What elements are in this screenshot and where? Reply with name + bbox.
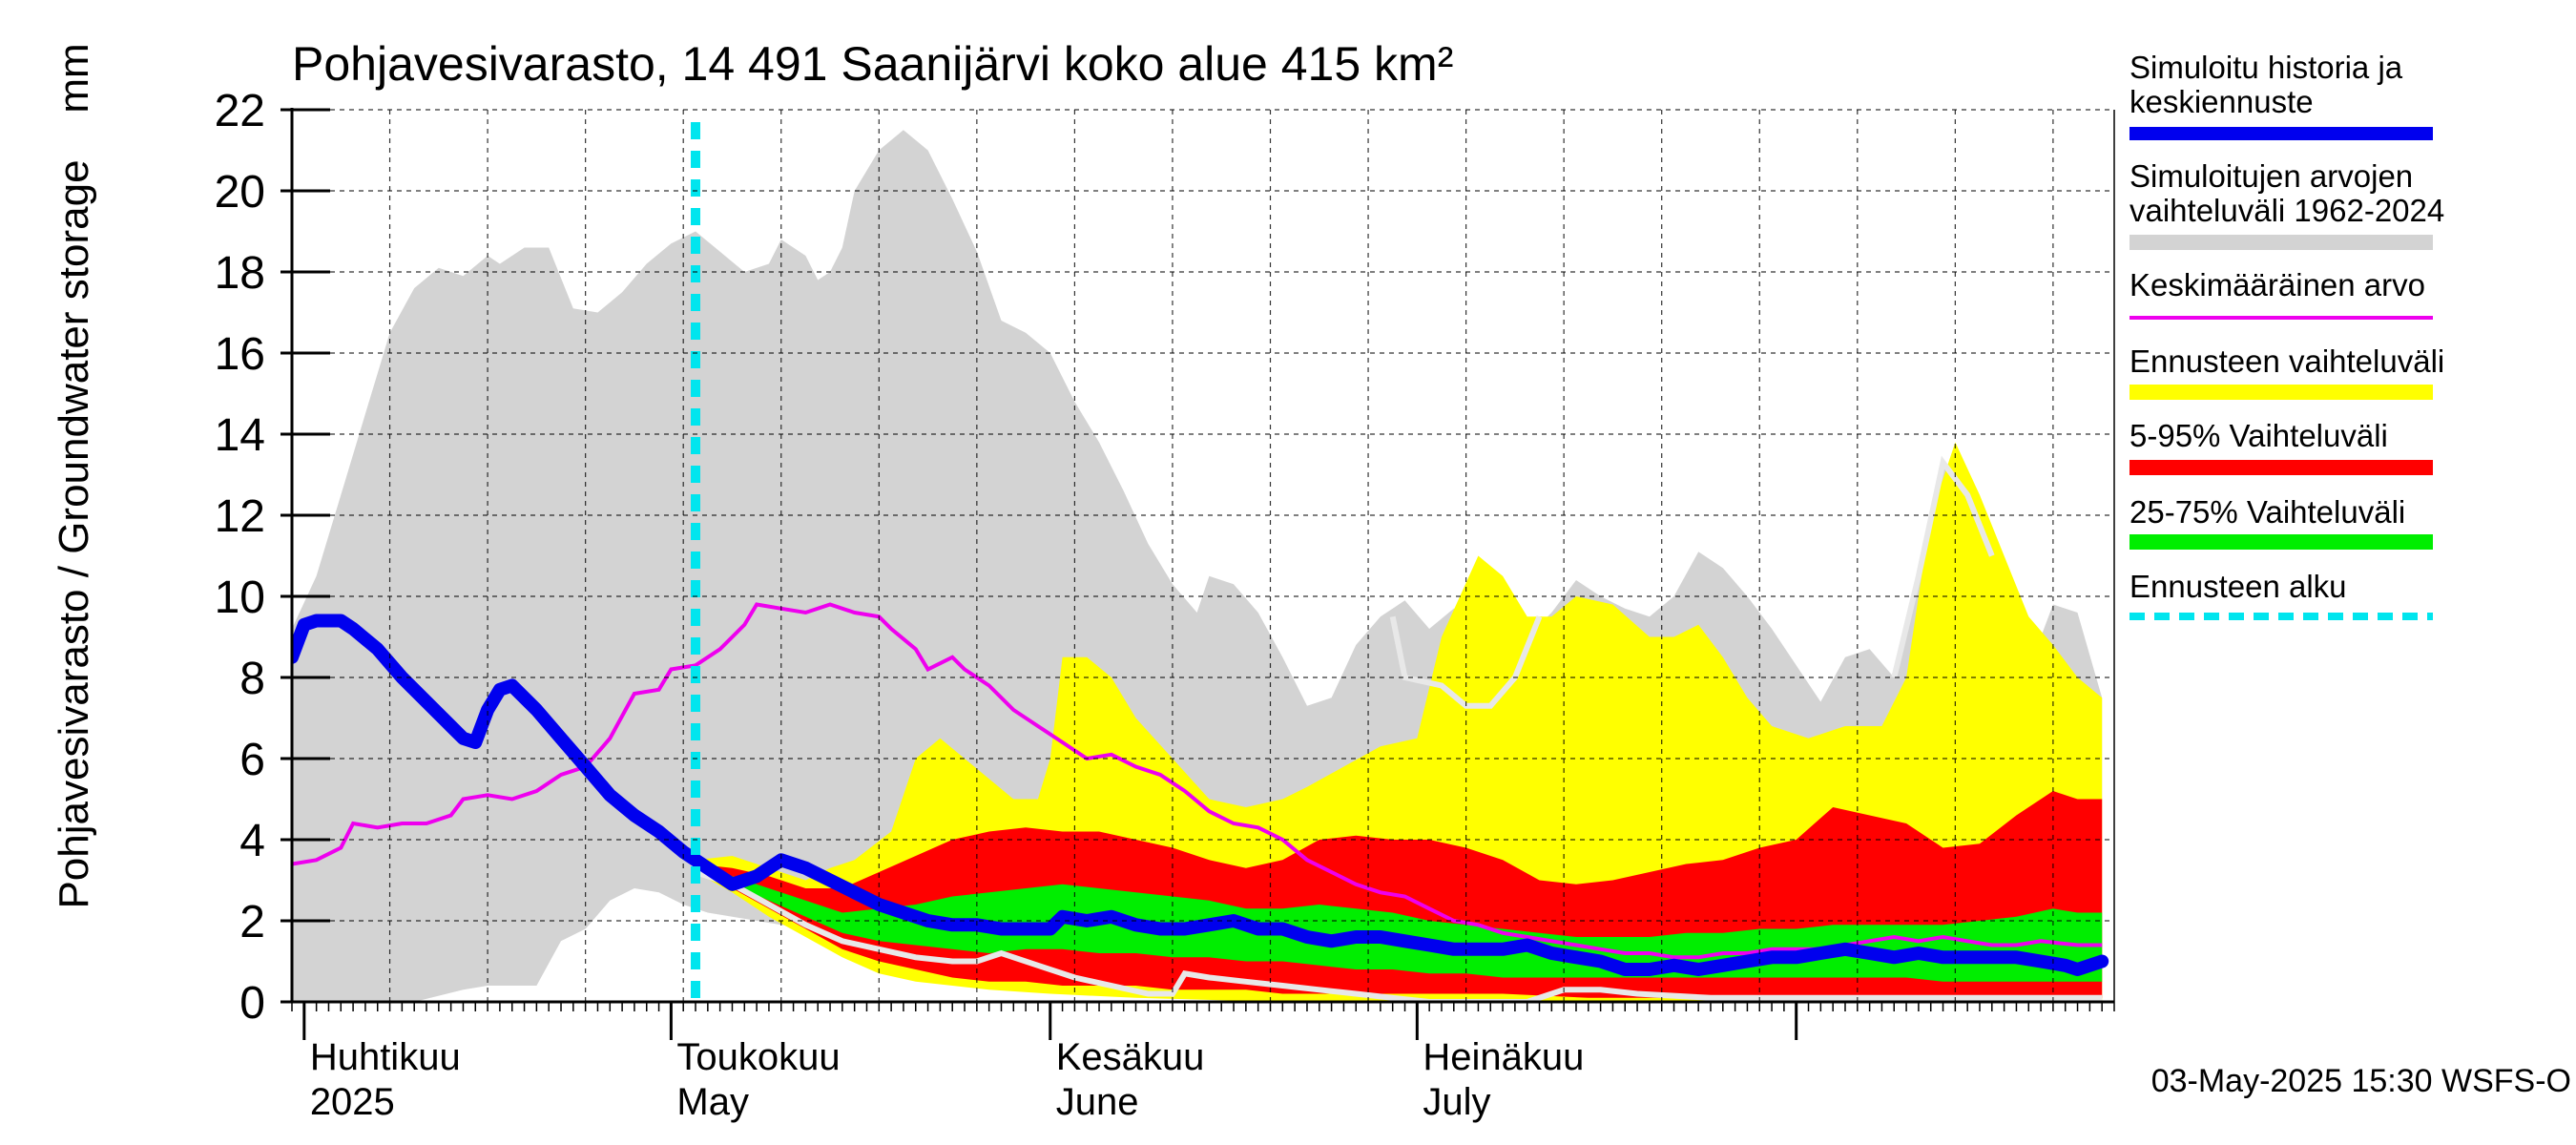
- y-tick-label: 2: [239, 897, 265, 947]
- x-month-sublabel: July: [1423, 1081, 1490, 1123]
- y-tick-label: 20: [215, 167, 265, 218]
- y-tick-label: 16: [215, 329, 265, 380]
- x-month-label: Toukokuu: [676, 1036, 840, 1078]
- legend-label-p25_75: 25-75% Vaihteluväli: [2129, 494, 2405, 530]
- x-month-label: Kesäkuu: [1056, 1036, 1205, 1078]
- y-tick-label: 14: [215, 410, 265, 461]
- grid: [292, 109, 2114, 1002]
- y-tick-label: 12: [215, 491, 265, 542]
- y-axis-unit: mm: [51, 43, 97, 113]
- legend-label-history: keskiennuste: [2129, 84, 2314, 119]
- x-month-sublabel: June: [1056, 1081, 1139, 1123]
- chart-title: Pohjavesivarasto, 14 491 Saanijärvi koko…: [292, 37, 1453, 91]
- x-month-sublabel: May: [676, 1081, 749, 1123]
- y-tick-label: 22: [215, 86, 265, 136]
- x-month-sublabel: 2025: [310, 1081, 395, 1123]
- y-tick-label: 8: [239, 654, 265, 704]
- legend-label-range: vaihteluväli 1962-2024: [2129, 193, 2444, 228]
- plot-area: [292, 122, 2109, 1002]
- legend-label-p5_95: 5-95% Vaihteluväli: [2129, 418, 2388, 453]
- legend-label-mean: Keskimääräinen arvo: [2129, 267, 2425, 302]
- history-forecast-line: [292, 614, 2109, 976]
- legend-label-history: Simuloitu historia ja: [2129, 50, 2403, 85]
- y-tick-label: 4: [239, 816, 265, 866]
- y-tick-label: 6: [239, 735, 265, 785]
- min-scenario-line: [695, 869, 2103, 1002]
- legend-label-forecast_range: Ennusteen vaihteluväli: [2129, 344, 2444, 379]
- x-month-label: Heinäkuu: [1423, 1036, 1584, 1078]
- legend-label-range: Simuloitujen arvojen: [2129, 158, 2413, 194]
- x-month-label: Huhtikuu: [310, 1036, 461, 1078]
- timestamp: 03-May-2025 15:30 WSFS-O: [2151, 1063, 2571, 1099]
- y-axis-label: Pohjavesivarasto / Groundwater storage: [51, 159, 97, 908]
- y-tick-label: 18: [215, 248, 265, 299]
- y-tick-label: 0: [239, 978, 265, 1029]
- legend-label-forecast_start: Ennusteen alku: [2129, 569, 2347, 604]
- y-tick-label: 10: [215, 572, 265, 623]
